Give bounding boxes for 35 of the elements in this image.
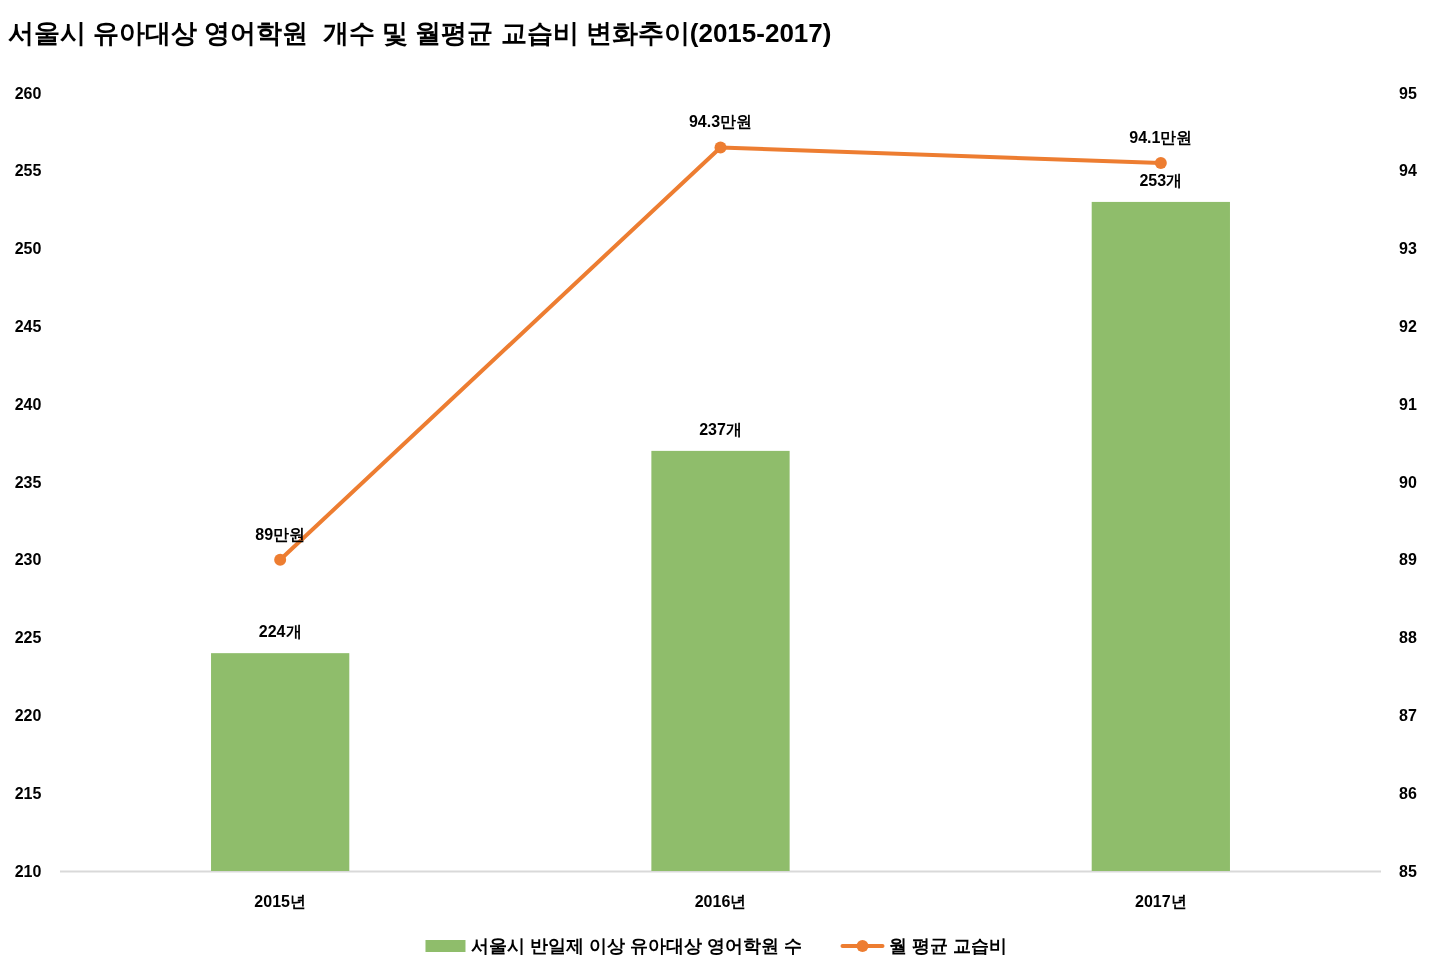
y-tick: 250 <box>14 240 42 258</box>
y2-tick: 93 <box>1399 240 1417 258</box>
y2-tick: 86 <box>1399 784 1417 802</box>
y-tick: 210 <box>14 862 42 880</box>
data-label: 253개 <box>1139 171 1183 189</box>
y-tick: 225 <box>14 629 42 647</box>
title: 서울시 유아대상 영어학원 개수 및 월평균 교습비 변화추이(2015-2017) <box>8 18 832 48</box>
x-tick: 2017년 <box>1135 892 1187 910</box>
y2-tick: 87 <box>1399 706 1417 724</box>
y2-tick: 85 <box>1399 862 1417 880</box>
data-label: 237개 <box>699 420 742 438</box>
y-tick: 220 <box>14 706 42 724</box>
y2-tick: 91 <box>1399 395 1417 413</box>
y-tick: 260 <box>14 84 42 102</box>
legend-item: 서울시 반일제 이상 유아대상 영어학원 수 <box>425 936 803 956</box>
legend-label: 월 평균 교습비 <box>888 936 1007 956</box>
y2-tick: 90 <box>1399 473 1417 491</box>
y2-tick: 89 <box>1399 551 1417 569</box>
data-label: 94.3만원 <box>688 113 753 131</box>
y-tick: 255 <box>14 162 42 180</box>
y2-tick: 95 <box>1399 84 1417 102</box>
data-label: 89만원 <box>255 525 306 543</box>
y-tick: 240 <box>14 395 42 413</box>
data-label: 224개 <box>258 623 302 641</box>
y2-tick: 92 <box>1399 317 1417 335</box>
y-tick: 235 <box>14 473 42 491</box>
y2-tick: 88 <box>1399 629 1417 647</box>
y-tick: 230 <box>14 551 42 569</box>
y2-tick: 94 <box>1399 162 1417 180</box>
legend-item: 월 평균 교습비 <box>840 936 1007 956</box>
y-tick: 215 <box>14 784 42 802</box>
x-tick: 2016년 <box>694 892 747 910</box>
x-tick: 2015년 <box>254 892 306 910</box>
data-label: 94.1만원 <box>1129 129 1193 146</box>
y-tick: 245 <box>14 317 42 335</box>
